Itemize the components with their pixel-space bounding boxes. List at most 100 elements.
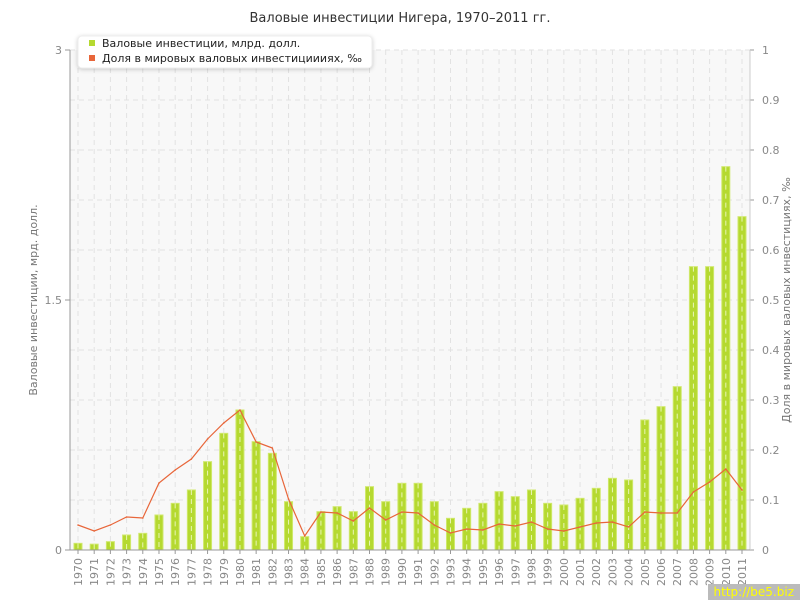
x-tick-label: 2005: [639, 558, 652, 586]
x-tick-label: 2004: [623, 558, 636, 586]
bar: [284, 501, 294, 551]
y-axis-label: Валовые инвестиции, мрд. долл.: [27, 204, 40, 395]
y2-tick-label: 0: [762, 544, 769, 557]
y2-tick-label: 0.1: [762, 494, 780, 507]
y2-tick-label: 0.6: [762, 244, 780, 257]
x-tick-label: 1989: [380, 558, 393, 586]
y2-tick-label: 0.7: [762, 194, 780, 207]
x-tick-label: 1976: [169, 558, 182, 586]
x-tick-label: 1977: [185, 558, 198, 586]
x-tick-label: 1981: [250, 558, 263, 586]
line-point: [465, 528, 468, 530]
line-point: [530, 521, 533, 523]
line-point: [627, 526, 630, 528]
x-tick-label: 1973: [121, 558, 134, 586]
x-tick-label: 1971: [88, 558, 101, 586]
y2-tick-label: 0.3: [762, 394, 780, 407]
watermark[interactable]: http://be5.biz: [707, 584, 800, 600]
bar: [705, 266, 715, 551]
line-point: [546, 528, 549, 530]
line-point: [433, 524, 436, 526]
x-tick-label: 1990: [396, 558, 409, 586]
line-point: [271, 447, 274, 449]
line-point: [401, 511, 403, 513]
x-tick-label: 1996: [493, 558, 506, 586]
x-tick-label: 1993: [444, 558, 457, 586]
y2-tick-label: 1: [762, 44, 769, 57]
x-tick-label: 2009: [704, 558, 717, 586]
x-tick-label: 1980: [234, 558, 247, 586]
line-point: [449, 532, 452, 534]
line-point: [514, 525, 517, 527]
x-tick-label: 1994: [461, 558, 474, 586]
line-point: [563, 530, 565, 532]
x-tick-label: 1991: [412, 558, 425, 586]
x-tick-label: 2008: [687, 558, 700, 586]
line-point: [595, 522, 598, 524]
line-point: [660, 512, 662, 514]
line-point: [708, 481, 711, 483]
line-point: [579, 526, 581, 528]
x-tick-label: 1974: [137, 558, 150, 586]
series-line: [77, 409, 743, 538]
line-point: [498, 523, 500, 525]
line-point: [336, 512, 338, 514]
line-point: [611, 521, 614, 523]
line-point: [109, 524, 112, 526]
legend: Валовые инвестиции, млрд. долл. Доля в м…: [77, 35, 373, 69]
line-point: [417, 512, 419, 514]
x-tick-label: 2001: [574, 558, 587, 586]
x-tick-label: 1978: [202, 558, 215, 586]
x-tick-label: 2011: [736, 558, 749, 586]
x-tick-label: 1997: [509, 558, 522, 586]
legend-label-bar: Валовые инвестиции, млрд. долл.: [102, 37, 300, 50]
y-tick-label: 0: [55, 544, 62, 557]
x-tick-label: 1999: [542, 558, 555, 586]
x-tick-label: 1986: [331, 558, 344, 586]
x-tick-label: 1987: [347, 558, 360, 586]
x-tick-label: 2002: [590, 558, 603, 586]
line-point: [352, 520, 355, 522]
x-tick-label: 2000: [558, 558, 571, 586]
y-tick-label: 3: [55, 44, 62, 57]
line-point: [77, 524, 79, 526]
line-point: [174, 469, 176, 471]
plot-background: [70, 50, 750, 550]
line-point: [384, 519, 387, 521]
line-point: [141, 517, 144, 519]
y-tick-label: 1.5: [45, 294, 63, 307]
legend-swatch-bar: [89, 40, 95, 46]
x-tick-label: 1970: [72, 558, 85, 586]
line-point: [287, 498, 290, 500]
y2-tick-label: 0.4: [762, 344, 780, 357]
line-point: [320, 511, 322, 513]
line-point: [741, 489, 743, 491]
x-tick-label: 2007: [671, 558, 684, 586]
x-tick-label: 1984: [299, 558, 312, 586]
line-point: [692, 491, 695, 493]
line-point: [255, 441, 257, 443]
x-tick-label: 2003: [606, 558, 619, 586]
line-point: [368, 507, 371, 509]
line-point: [676, 512, 679, 514]
line-point: [206, 438, 209, 440]
line-point: [239, 409, 241, 411]
y2-tick-label: 0.9: [762, 94, 780, 107]
legend-swatch-line: [89, 55, 95, 61]
line-point: [158, 482, 160, 484]
x-tick-label: 1995: [477, 558, 490, 586]
chart-title: Валовые инвестиции Нигера, 1970–2011 гг.: [250, 11, 551, 26]
y2-axis-label: Доля в мировых валовых инвестициях, ‰: [780, 177, 793, 423]
line-point: [725, 468, 727, 470]
line-point: [125, 516, 128, 518]
x-tick-label: 2006: [655, 558, 668, 586]
x-tick-label: 1988: [364, 558, 377, 586]
x-tick-label: 2010: [720, 558, 733, 586]
legend-label-line: Доля в мировых валовых инвестициииях, ‰: [102, 52, 362, 65]
x-tick-label: 1983: [283, 558, 296, 586]
x-tick-label: 1972: [104, 558, 117, 586]
x-tick-label: 1982: [266, 558, 279, 586]
y2-tick-label: 0.5: [762, 294, 780, 307]
